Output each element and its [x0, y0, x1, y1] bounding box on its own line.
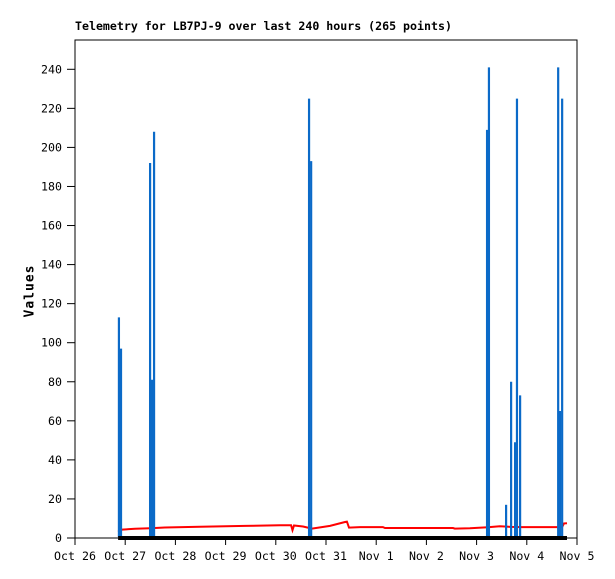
y-tick-label: 20	[48, 492, 62, 506]
x-tick-label: Nov 4	[509, 549, 544, 563]
y-tick-label: 180	[41, 179, 62, 193]
y-tick-label: 100	[41, 336, 62, 350]
x-tick-label: Oct 31	[305, 549, 347, 563]
x-tick-label: Oct 29	[205, 549, 247, 563]
x-tick-label: Oct 26	[54, 549, 96, 563]
x-tick-label: Nov 1	[359, 549, 394, 563]
series-value-trace	[117, 520, 568, 534]
x-tick-label: Oct 30	[255, 549, 297, 563]
chart-title: Telemetry for LB7PJ-9 over last 240 hour…	[75, 19, 452, 33]
x-tick-label: Nov 2	[409, 549, 444, 563]
x-tick-label: Nov 3	[459, 549, 494, 563]
y-tick-label: 140	[41, 258, 62, 272]
y-tick-label: 200	[41, 140, 62, 154]
y-tick-label: 80	[48, 375, 62, 389]
x-tick-label: Nov 5	[560, 549, 595, 563]
y-tick-label: 120	[41, 297, 62, 311]
x-tick-label: Oct 28	[154, 549, 196, 563]
y-tick-label: 220	[41, 101, 62, 115]
y-tick-label: 40	[48, 453, 62, 467]
y-tick-label: 60	[48, 414, 62, 428]
y-tick-label: 240	[41, 62, 62, 76]
y-tick-label: 0	[55, 531, 62, 545]
y-tick-label: 160	[41, 219, 62, 233]
x-tick-label: Oct 27	[104, 549, 146, 563]
